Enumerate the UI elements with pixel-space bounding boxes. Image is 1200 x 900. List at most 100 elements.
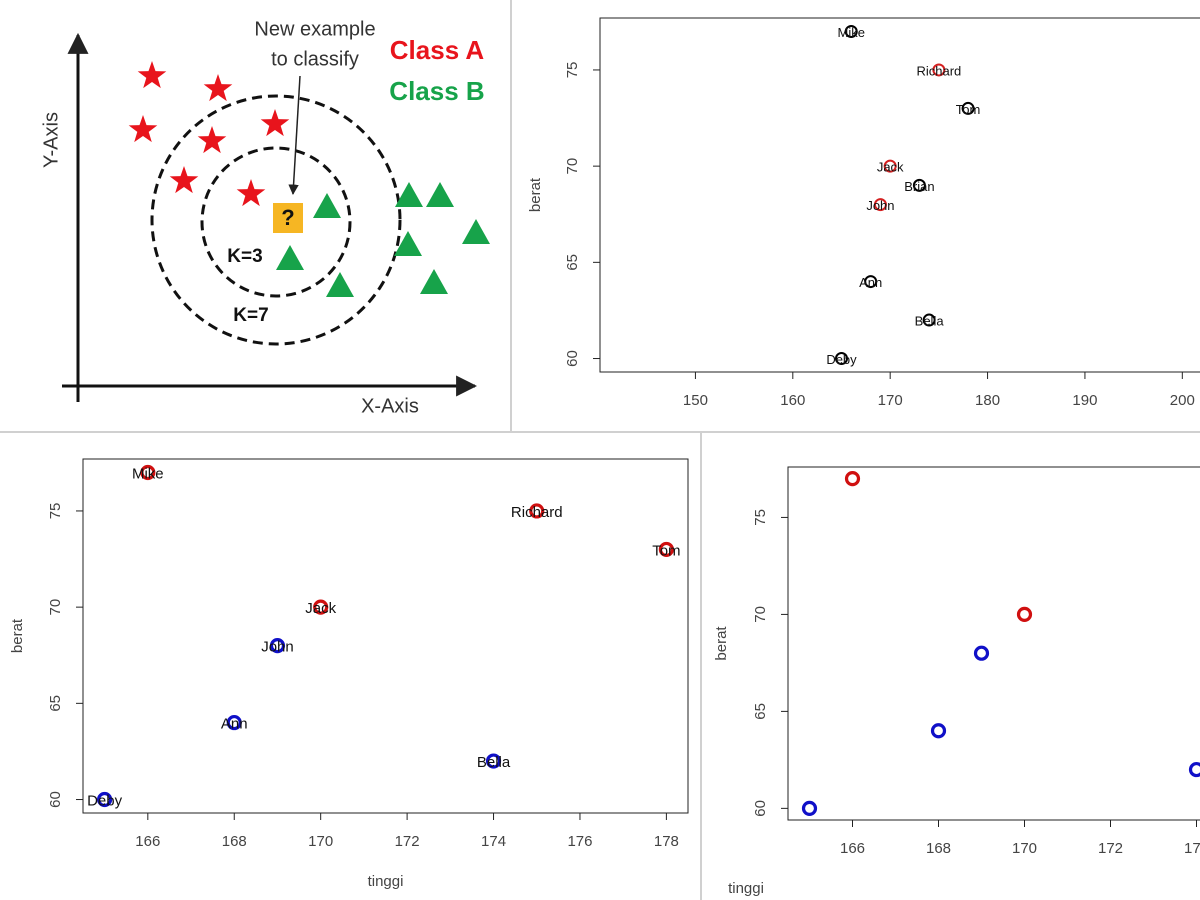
class-b-triangle [394, 231, 422, 256]
query-point [273, 203, 303, 233]
point-label: Richard [916, 63, 961, 78]
class-a-star [260, 109, 290, 137]
y-tick-label: 70 [564, 158, 581, 175]
y-tick-label: 60 [564, 350, 581, 367]
x-tick-label: 176 [567, 833, 592, 850]
y-axis-label: berat [9, 618, 26, 653]
k7-circle [150, 94, 402, 346]
data-point [97, 791, 113, 808]
x-tick-label: 180 [975, 392, 1000, 409]
point-label: Tom [956, 102, 981, 117]
y-tick-label: 60 [752, 800, 769, 817]
x-tick-label: 172 [1098, 840, 1123, 857]
query-label: ? [281, 205, 294, 230]
knn-diagram: ? Y-Axis X-Axis New example to classify … [40, 18, 490, 417]
data-point [932, 63, 946, 77]
point-label: Jack [877, 160, 904, 175]
point-label: John [866, 198, 894, 213]
y-tick-label: 75 [564, 62, 581, 79]
annotation: to classify [271, 48, 359, 70]
class-a-star [128, 115, 158, 143]
pointer-arrow [288, 75, 301, 196]
y-tick-label: 70 [47, 599, 64, 616]
scatter-panel: 166 168 170 172 174 60 65 70 75 berat tinggi [713, 466, 1200, 897]
data-point [930, 723, 947, 739]
data-point [226, 714, 242, 731]
point-label: Ann [221, 716, 248, 733]
y-tick-label: 60 [47, 791, 64, 808]
class-a-star [137, 61, 167, 89]
data-point [912, 178, 926, 192]
k-label: K=3 [227, 246, 262, 267]
data-point [1188, 761, 1200, 778]
class-b-triangle [395, 182, 423, 207]
plot-frame [599, 17, 1200, 373]
data-point [801, 800, 818, 816]
x-tick-label: 166 [135, 833, 160, 850]
y-axis-label: berat [713, 626, 730, 661]
y-axis-label: Y-Axis [40, 112, 62, 168]
point-label: Ann [859, 275, 882, 290]
class-a-star [236, 179, 266, 207]
y-tick-label: 65 [564, 254, 581, 271]
class-b-triangle [420, 269, 448, 294]
point-label: Deby [826, 352, 857, 367]
data-point [313, 599, 329, 615]
point-label: Mike [132, 465, 164, 482]
x-tick-label: 178 [654, 833, 679, 850]
x-tick-label: 170 [1012, 840, 1037, 857]
data-point [961, 101, 975, 115]
x-axis-label: tinggi [368, 873, 404, 890]
x-tick-label: 170 [308, 833, 333, 850]
x-tick-label: 200 [1170, 392, 1195, 409]
x-tick-label: 168 [926, 840, 951, 857]
data-point [973, 645, 990, 661]
class-b-triangle [276, 245, 304, 270]
data-point [269, 638, 286, 654]
y-tick-label: 75 [47, 503, 64, 520]
x-axis-label: X-Axis [361, 395, 419, 417]
data-point [529, 503, 545, 519]
class-a-star [203, 74, 233, 102]
point-label: Deby [87, 793, 123, 810]
x-tick-label: 174 [1184, 840, 1200, 857]
data-point [883, 159, 897, 173]
data-point [844, 471, 861, 487]
legend-entry: Class A [390, 35, 485, 65]
y-tick-label: 65 [47, 695, 64, 712]
data-point [658, 541, 674, 558]
class-b-triangle [313, 193, 341, 218]
plot-frame [82, 458, 689, 814]
x-tick-label: 172 [395, 833, 420, 850]
point-label: Brian [904, 179, 934, 194]
point-label: Bella [915, 313, 945, 328]
data-point [844, 24, 858, 38]
plot-frame [787, 466, 1200, 821]
data-point [864, 275, 878, 289]
class-b-triangle [326, 272, 354, 297]
scatter-panel: 150 160 170 180 190 200 60 65 70 75 berat Mike Richa… [527, 17, 1200, 409]
x-tick-label: 174 [481, 833, 506, 850]
point-label: Richard [511, 504, 563, 521]
y-tick-label: 65 [752, 703, 769, 720]
class-b-triangle [426, 182, 454, 207]
data-point [922, 313, 936, 327]
point-label: Bella [477, 754, 511, 771]
point-label: Mike [838, 25, 865, 40]
legend-entry: Class B [389, 76, 484, 106]
data-point [140, 464, 156, 481]
scatter-panel: 166 168 170 172 174 176 178 60 65 70 75 berat tinggi… [9, 458, 689, 890]
point-label: Jack [305, 600, 336, 617]
x-tick-label: 166 [840, 840, 865, 857]
y-tick-label: 75 [752, 509, 769, 526]
class-b-triangle [462, 219, 490, 244]
k3-circle [200, 146, 352, 298]
class-a-star [169, 166, 199, 194]
x-tick-label: 170 [878, 392, 903, 409]
x-tick-label: 160 [780, 392, 805, 409]
x-axis-label: tinggi [728, 880, 764, 897]
point-label: John [261, 639, 294, 656]
point-label: Tom [652, 542, 680, 559]
y-axis-label: berat [527, 177, 544, 212]
